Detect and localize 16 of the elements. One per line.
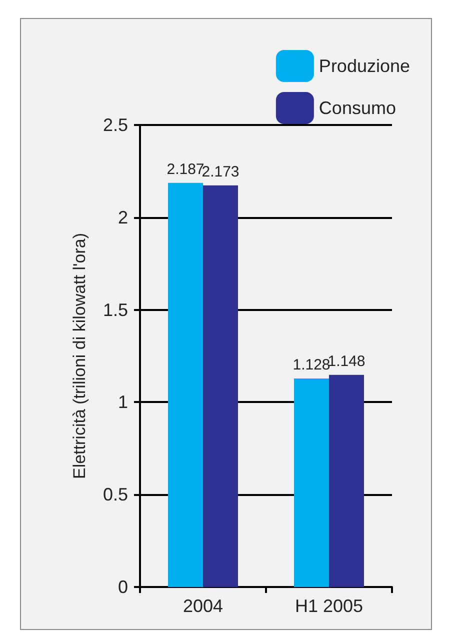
legend-label: Produzione (318, 56, 410, 76)
bar (168, 182, 203, 587)
y-tick-label: 2.5 (102, 115, 128, 135)
y-tick-label: 2 (118, 207, 128, 228)
y-tick-label: 1.5 (102, 300, 128, 320)
y-axis-title: Elettricità (trilioni di kilowatt l'ora) (70, 232, 89, 480)
y-tick-label: 0 (118, 577, 128, 597)
x-tick-label: H1 2005 (294, 596, 364, 616)
data-label: 1.128 (292, 356, 330, 374)
bar (294, 378, 329, 587)
legend-label: Consumo (318, 98, 396, 118)
y-tick-label: 0.5 (102, 484, 128, 505)
bar (203, 185, 238, 587)
x-tick-label: 2004 (182, 596, 224, 616)
bar (329, 374, 364, 587)
y-tick-label: 1 (118, 392, 128, 412)
